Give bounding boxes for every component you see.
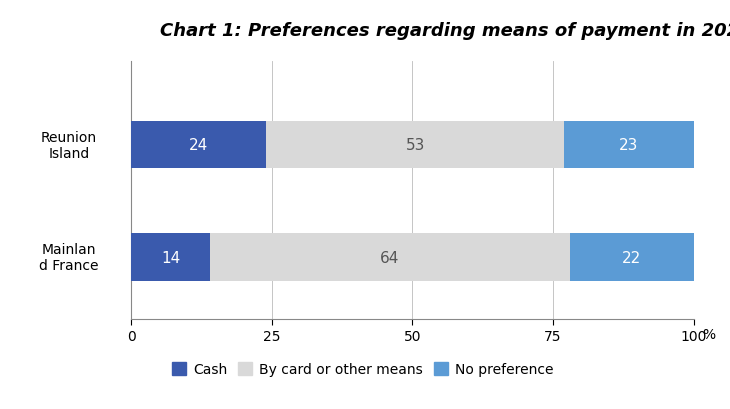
Bar — [564, 122, 693, 169]
Bar — [570, 234, 694, 281]
Legend: Cash, By card or other means, No preference: Cash, By card or other means, No prefere… — [166, 357, 558, 382]
Bar — [266, 122, 564, 169]
Text: 22: 22 — [622, 250, 641, 265]
Text: 64: 64 — [380, 250, 399, 265]
Text: %: % — [702, 327, 715, 341]
Text: Chart 1: Preferences regarding means of payment in 2022: Chart 1: Preferences regarding means of … — [159, 22, 730, 40]
Bar — [131, 122, 266, 169]
Text: 23: 23 — [619, 138, 639, 153]
Text: 14: 14 — [161, 250, 180, 265]
Bar — [210, 234, 570, 281]
Text: 53: 53 — [406, 138, 425, 153]
Bar — [131, 234, 210, 281]
Text: 24: 24 — [189, 138, 209, 153]
